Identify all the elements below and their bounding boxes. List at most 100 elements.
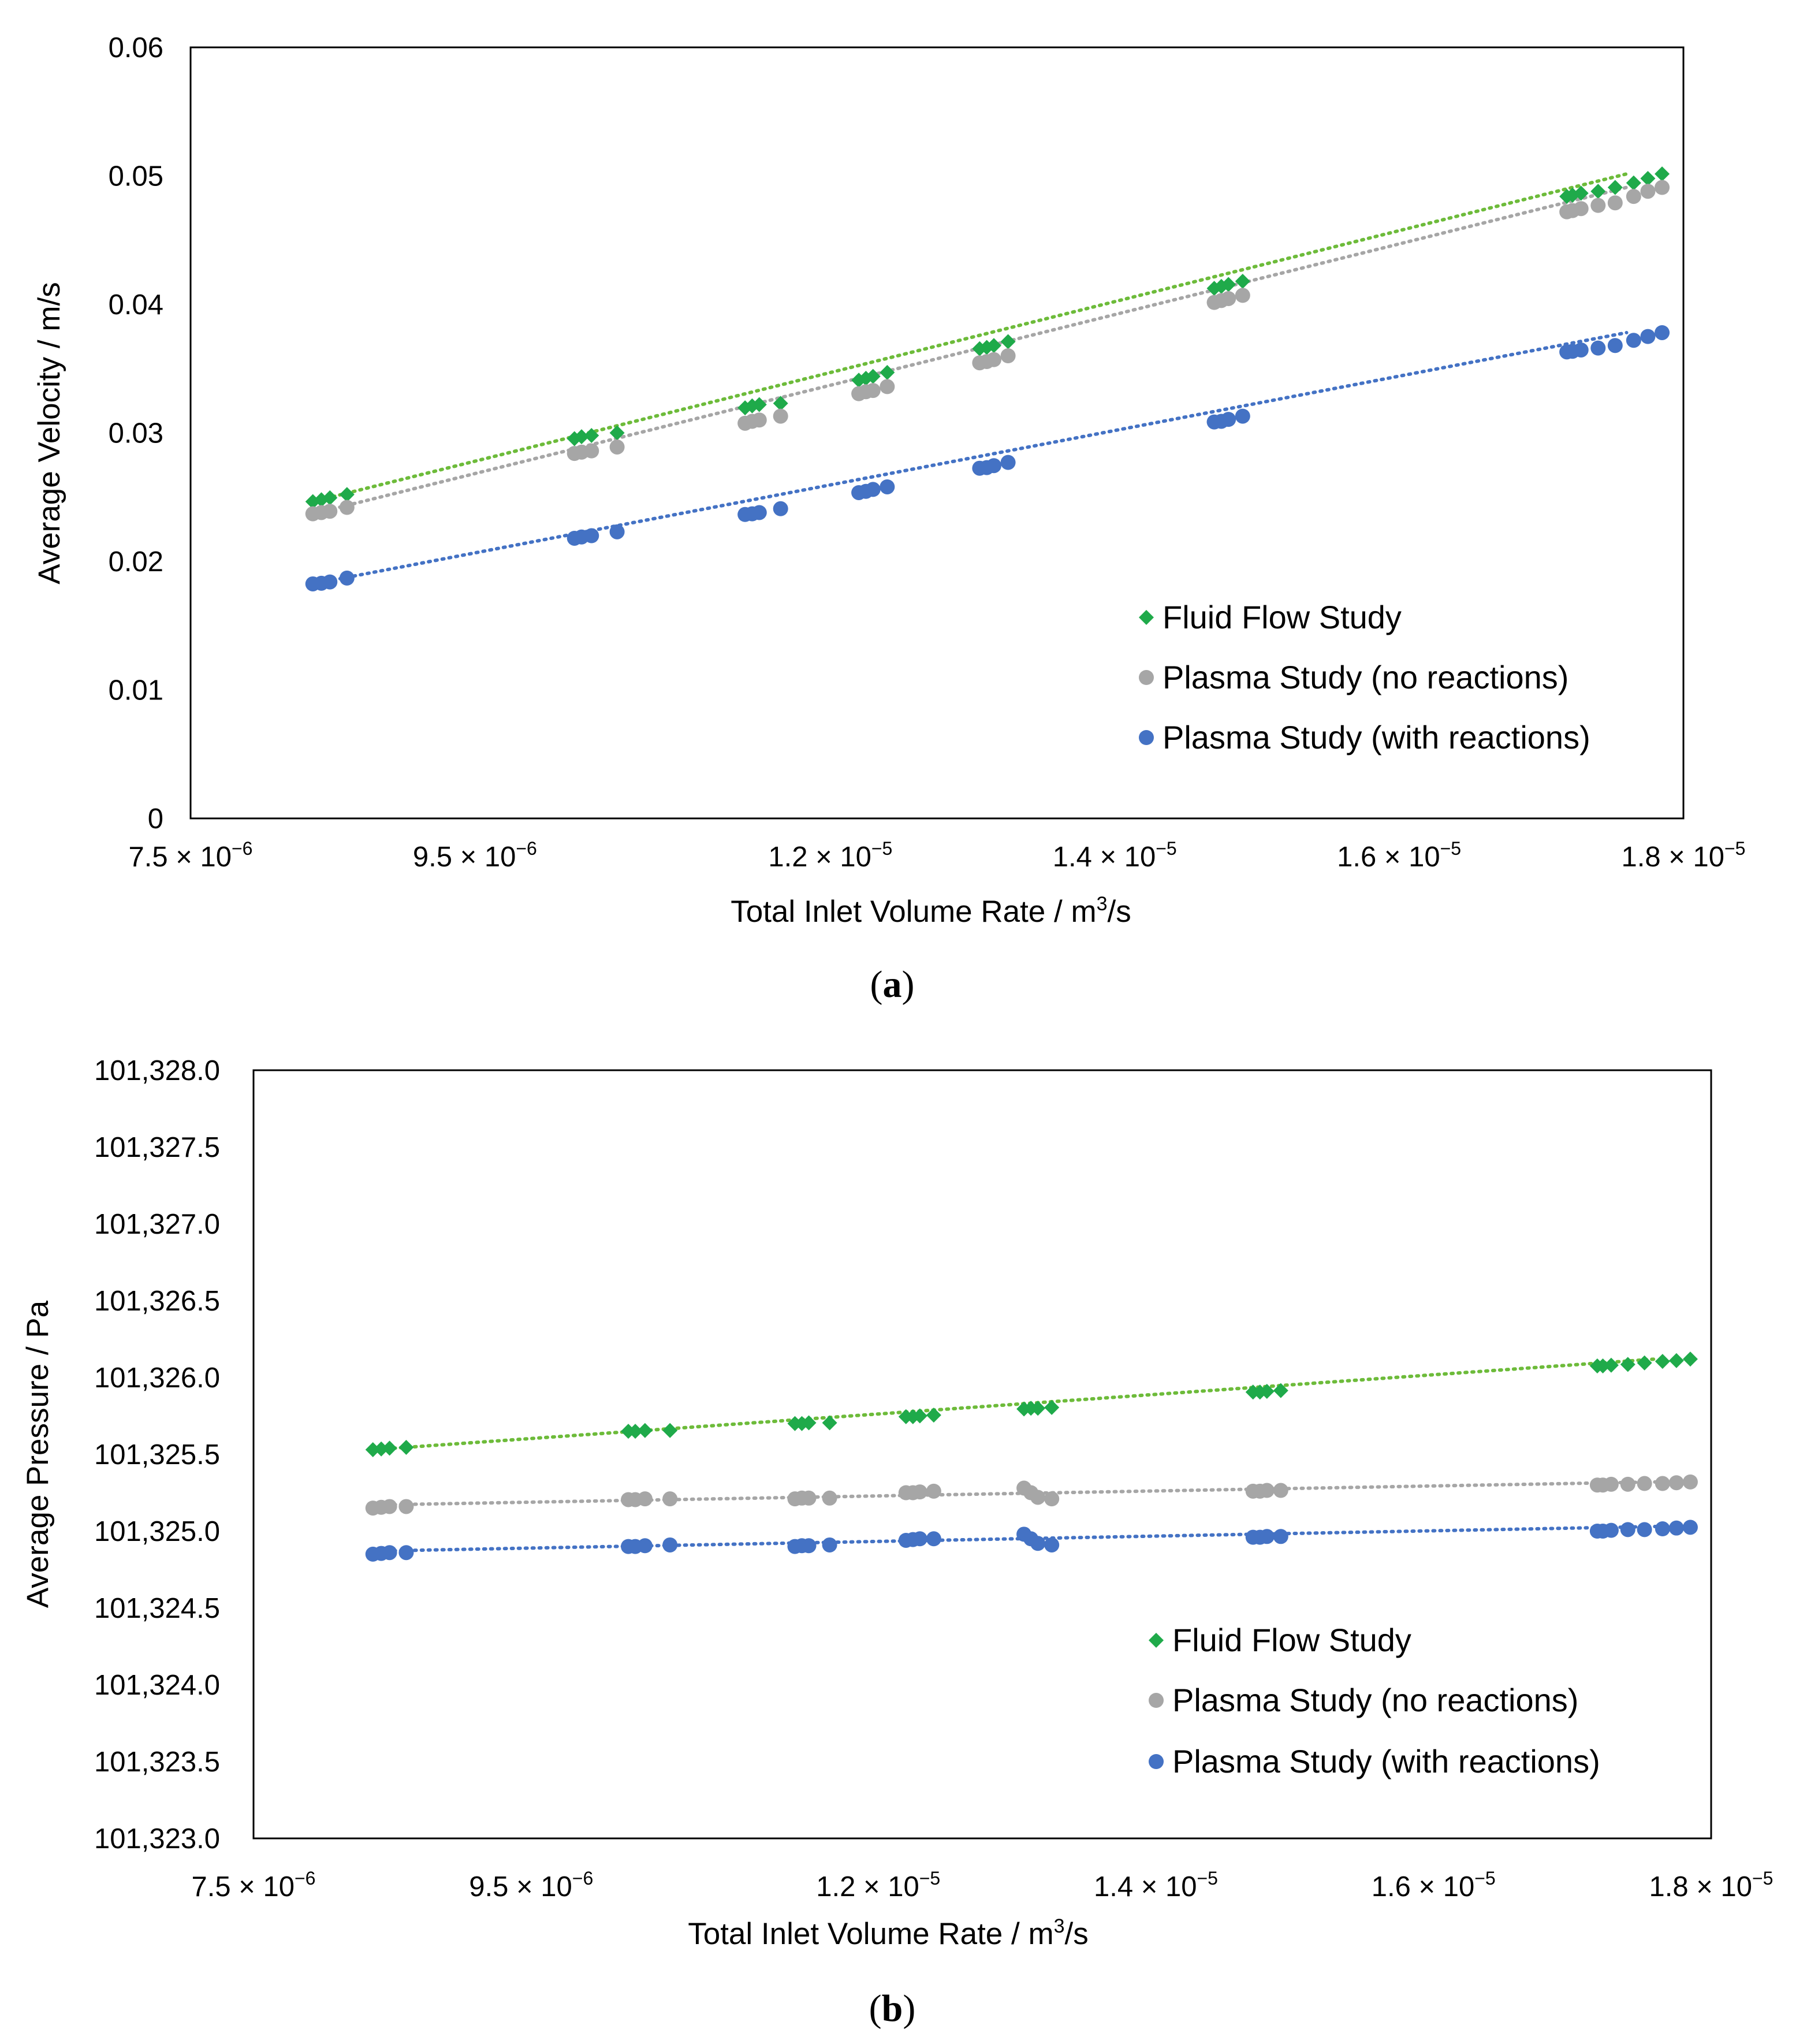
chart-b-series-1-point-28 — [1637, 1476, 1652, 1491]
chart-a-series-1-point-10 — [751, 412, 767, 428]
chart-b-series-0-point-18 — [1030, 1401, 1046, 1416]
chart-b-series-0-point-6 — [637, 1423, 653, 1438]
chart-a-x-axis-label-sup: 3 — [1097, 893, 1108, 915]
chart-a-series-0-point-2 — [322, 490, 338, 505]
chart-b-x-axis-label-sup: 3 — [1054, 1915, 1065, 1937]
chart-a-series-0-point-3 — [339, 487, 355, 502]
chart-b-series-2-point-26 — [1603, 1522, 1619, 1538]
chart-b-series-0-point-27 — [1620, 1357, 1635, 1372]
chart-b-x-tick-2: 1.2 × 10−5 — [816, 1868, 940, 1902]
chart-b-series-2-point-31 — [1682, 1520, 1698, 1535]
chart-a-series-2-point-18 — [986, 458, 1001, 474]
chart-a-series-1-point-22 — [1221, 291, 1236, 306]
chart-a-series-2-point-30 — [1640, 329, 1656, 344]
chart-b-y-tick-8: 101,327.0 — [94, 1209, 220, 1240]
chart-a-series-0-point-28 — [1607, 180, 1623, 195]
chart-b-series-0-point-31 — [1682, 1352, 1698, 1367]
chart-a-series-1-point-19 — [1000, 348, 1016, 363]
chart-a-series-1-point-15 — [880, 379, 895, 394]
chart-a-y-tick-labels: 0 0.01 0.02 0.03 0.04 0.05 0.06 — [109, 32, 163, 835]
chart-a-series-1-point-30 — [1640, 184, 1656, 199]
chart-b-series-0-point-2 — [382, 1440, 397, 1456]
chart-a-y-tick-5: 0.05 — [109, 161, 163, 192]
chart-b-y-axis-label: Average Pressure / Pa — [21, 1300, 55, 1608]
chart-b-series-0-point-14 — [912, 1408, 927, 1424]
chart-b-series-0-point-19 — [1044, 1399, 1060, 1415]
chart-b-x-tick-labels: 7.5 × 10−6 9.5 × 10−6 1.2 × 10−5 1.4 × 10−5… — [192, 1868, 1774, 1902]
chart-b-trendline-2 — [371, 1525, 1657, 1553]
chart-a-series-2-point-28 — [1607, 338, 1623, 353]
chart-a-series-1-point-6 — [584, 443, 599, 459]
chart-b-series-1-point-22 — [1259, 1483, 1275, 1498]
chart-b-legend-marker-0 — [1149, 1633, 1164, 1648]
chart-a-series-0-point-5 — [574, 429, 590, 445]
chart-a-x-axis-label-tail: /s — [1108, 895, 1131, 929]
chart-a-x-axis-label: Total Inlet Volume Rate / m3/s — [731, 893, 1131, 929]
chart-b-series-0-point-26 — [1603, 1357, 1619, 1373]
chart-b-series-0-point-22 — [1259, 1383, 1275, 1399]
chart-b-legend-label-2: Plasma Study (with reactions) — [1172, 1743, 1600, 1779]
chart-b-series-0-point-25 — [1595, 1358, 1611, 1374]
chart-a-y-tick-4: 0.04 — [109, 289, 163, 321]
chart-a-series-1-point-11 — [773, 408, 788, 424]
chart-a-y-tick-3: 0.03 — [109, 418, 163, 449]
chart-a-x-tick-2: 1.2 × 10−5 — [768, 838, 892, 873]
chart-a-series-2-point-19 — [1000, 455, 1016, 470]
chart-b-series-1-point-10 — [801, 1490, 817, 1506]
chart-b-series-2-point-2 — [382, 1545, 397, 1561]
chart-a-series-0-point-18 — [986, 338, 1001, 353]
chart-a-series-0-point-22 — [1221, 277, 1236, 292]
chart-a-series-1-point-14 — [865, 383, 881, 399]
chart-b-legend-marker-2 — [1149, 1754, 1164, 1769]
chart-a-series-2-point-29 — [1626, 333, 1641, 348]
chart-b-panel-label: (b) — [869, 1987, 916, 2030]
chart-b-plot-frame — [252, 1069, 1712, 1840]
chart-b-pressure: 101,323.0 101,323.5 101,324.0 101,324.5 101,… — [21, 1055, 1773, 2030]
chart-a-x-axis-label-main: Total Inlet Volume Rate / m — [731, 895, 1096, 929]
chart-a-series-0-point-26 — [1573, 185, 1589, 201]
chart-a-panel-letter: a — [883, 963, 902, 1006]
chart-b-series-1-point-19 — [1044, 1491, 1060, 1507]
chart-b-series-0-point-7 — [662, 1423, 678, 1438]
chart-b-y-tick-1: 101,323.5 — [94, 1747, 220, 1778]
chart-a-series-2-point-11 — [773, 501, 788, 516]
chart-b-series-1-point-29 — [1655, 1476, 1670, 1491]
chart-b-series-0-point-0 — [365, 1442, 381, 1458]
chart-a-legend-label-1: Plasma Study (no reactions) — [1163, 659, 1568, 695]
chart-a-y-tick-0: 0 — [148, 803, 163, 835]
chart-a-series-2-point-22 — [1221, 412, 1236, 427]
chart-a-series-2-point-7 — [609, 524, 625, 539]
chart-a-series-0-point-6 — [584, 427, 599, 443]
chart-b-series-0-point-1 — [374, 1441, 389, 1457]
chart-b-y-tick-10: 101,328.0 — [94, 1055, 220, 1086]
chart-b-series-0-point-11 — [822, 1415, 837, 1431]
chart-a-legend-marker-0 — [1139, 610, 1154, 625]
chart-a-trendline-2 — [311, 330, 1629, 586]
chart-b-series-0-point-30 — [1668, 1353, 1684, 1368]
chart-a-series-1-point-28 — [1607, 195, 1623, 211]
chart-b-y-tick-7: 101,326.5 — [94, 1286, 220, 1317]
chart-b-series-1-point-6 — [637, 1491, 653, 1507]
chart-b-y-tick-0: 101,323.0 — [94, 1823, 220, 1855]
chart-b-legend-label-1: Plasma Study (no reactions) — [1172, 1682, 1578, 1718]
chart-b-series-0-point-29 — [1655, 1354, 1670, 1369]
chart-b-series-1-point-7 — [662, 1491, 678, 1507]
chart-b-y-tick-2: 101,324.0 — [94, 1670, 220, 1701]
chart-b-series-0-point-23 — [1273, 1383, 1288, 1398]
chart-a-series-0-point-19 — [1000, 334, 1016, 349]
chart-a-series-0-point-29 — [1626, 175, 1641, 191]
chart-a-series-0-point-10 — [751, 397, 767, 412]
chart-a-legend: Fluid Flow Study Plasma Study (no reactio… — [1139, 599, 1590, 755]
chart-b-x-tick-3: 1.4 × 10−5 — [1094, 1868, 1218, 1902]
chart-b-series-2-point-30 — [1668, 1520, 1684, 1536]
chart-b-series-1-point-15 — [926, 1483, 941, 1499]
chart-a-series-0-point-31 — [1655, 166, 1670, 182]
chart-b-panel-letter: b — [882, 1987, 903, 2030]
chart-a-series-1-point-2 — [322, 504, 338, 519]
chart-b-series-1-point-3 — [398, 1499, 414, 1514]
chart-b-series-0-point-3 — [398, 1440, 414, 1455]
chart-b-x-axis-label-tail: /s — [1065, 1917, 1089, 1951]
chart-a-series-2-point-15 — [880, 479, 895, 494]
chart-b-markers — [365, 1352, 1698, 1562]
